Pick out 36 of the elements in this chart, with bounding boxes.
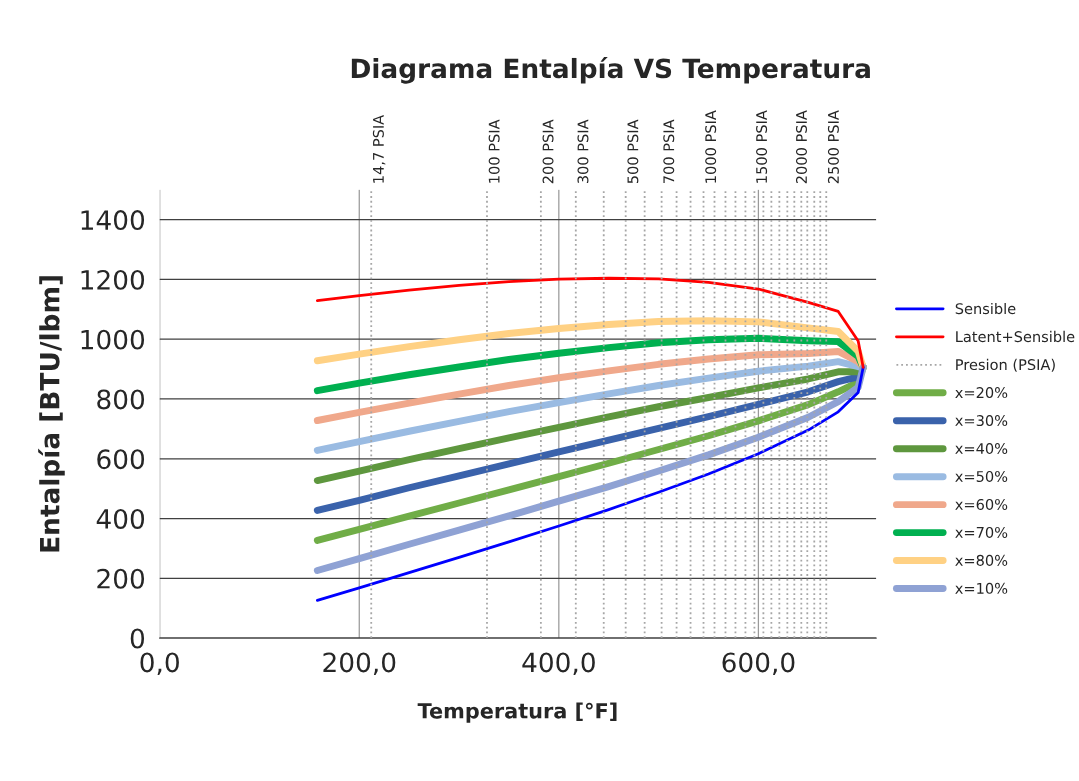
legend-label: Sensible [955,302,1016,315]
x-tick-label: 200,0 [323,652,396,676]
annotation: 1500 PSIA [756,110,768,183]
y-axis-title: Entalpía [BTU/lbm] [38,276,65,552]
x-tick-label: 600,0 [722,652,795,676]
chart-title: Diagrama Entalpía VS Temperatura [351,56,870,84]
annotation: 500 PSIA [627,119,639,184]
y-tick-label: 200 [97,568,145,589]
y-tick-label: 1000 [81,329,145,350]
legend-label: x=70% [955,526,1008,538]
annotation: 2500 PSIA [827,110,839,184]
legend-label: x=40% [955,442,1008,455]
legend-label: x=60% [955,498,1008,510]
annotation: 200 PSIA [542,119,554,184]
annotation: 700 PSIA [663,119,675,184]
annotation: 100 PSIA [488,119,500,183]
y-tick-label: 1200 [81,269,145,290]
legend-label: x=50% [955,470,1008,482]
annotation: 2000 PSIA [795,110,807,184]
y-tick-label: 800 [97,389,145,410]
annotation: 14,7 PSIA [372,114,386,183]
x-tick-label: 400,0 [522,652,595,676]
annotation: 300 PSIA [577,119,589,184]
y-tick-label: 0 [130,628,145,649]
legend-label: x=20% [955,387,1008,399]
annotation: 1000 PSIA [705,110,717,183]
legend-label: x=80% [955,554,1008,566]
y-tick-label: 400 [96,508,145,529]
legend-label: Presion (PSIA) [956,358,1055,372]
legend-label: x=10% [955,582,1008,594]
x-axis-title: Temperatura [°F] [417,702,617,723]
y-tick-label: 600 [97,449,145,470]
x-tick-label: 0,0 [140,652,179,676]
legend-label: x=30% [955,415,1008,427]
legend-label: Latent+Sensible [956,330,1075,343]
y-tick-label: 1400 [81,210,145,231]
